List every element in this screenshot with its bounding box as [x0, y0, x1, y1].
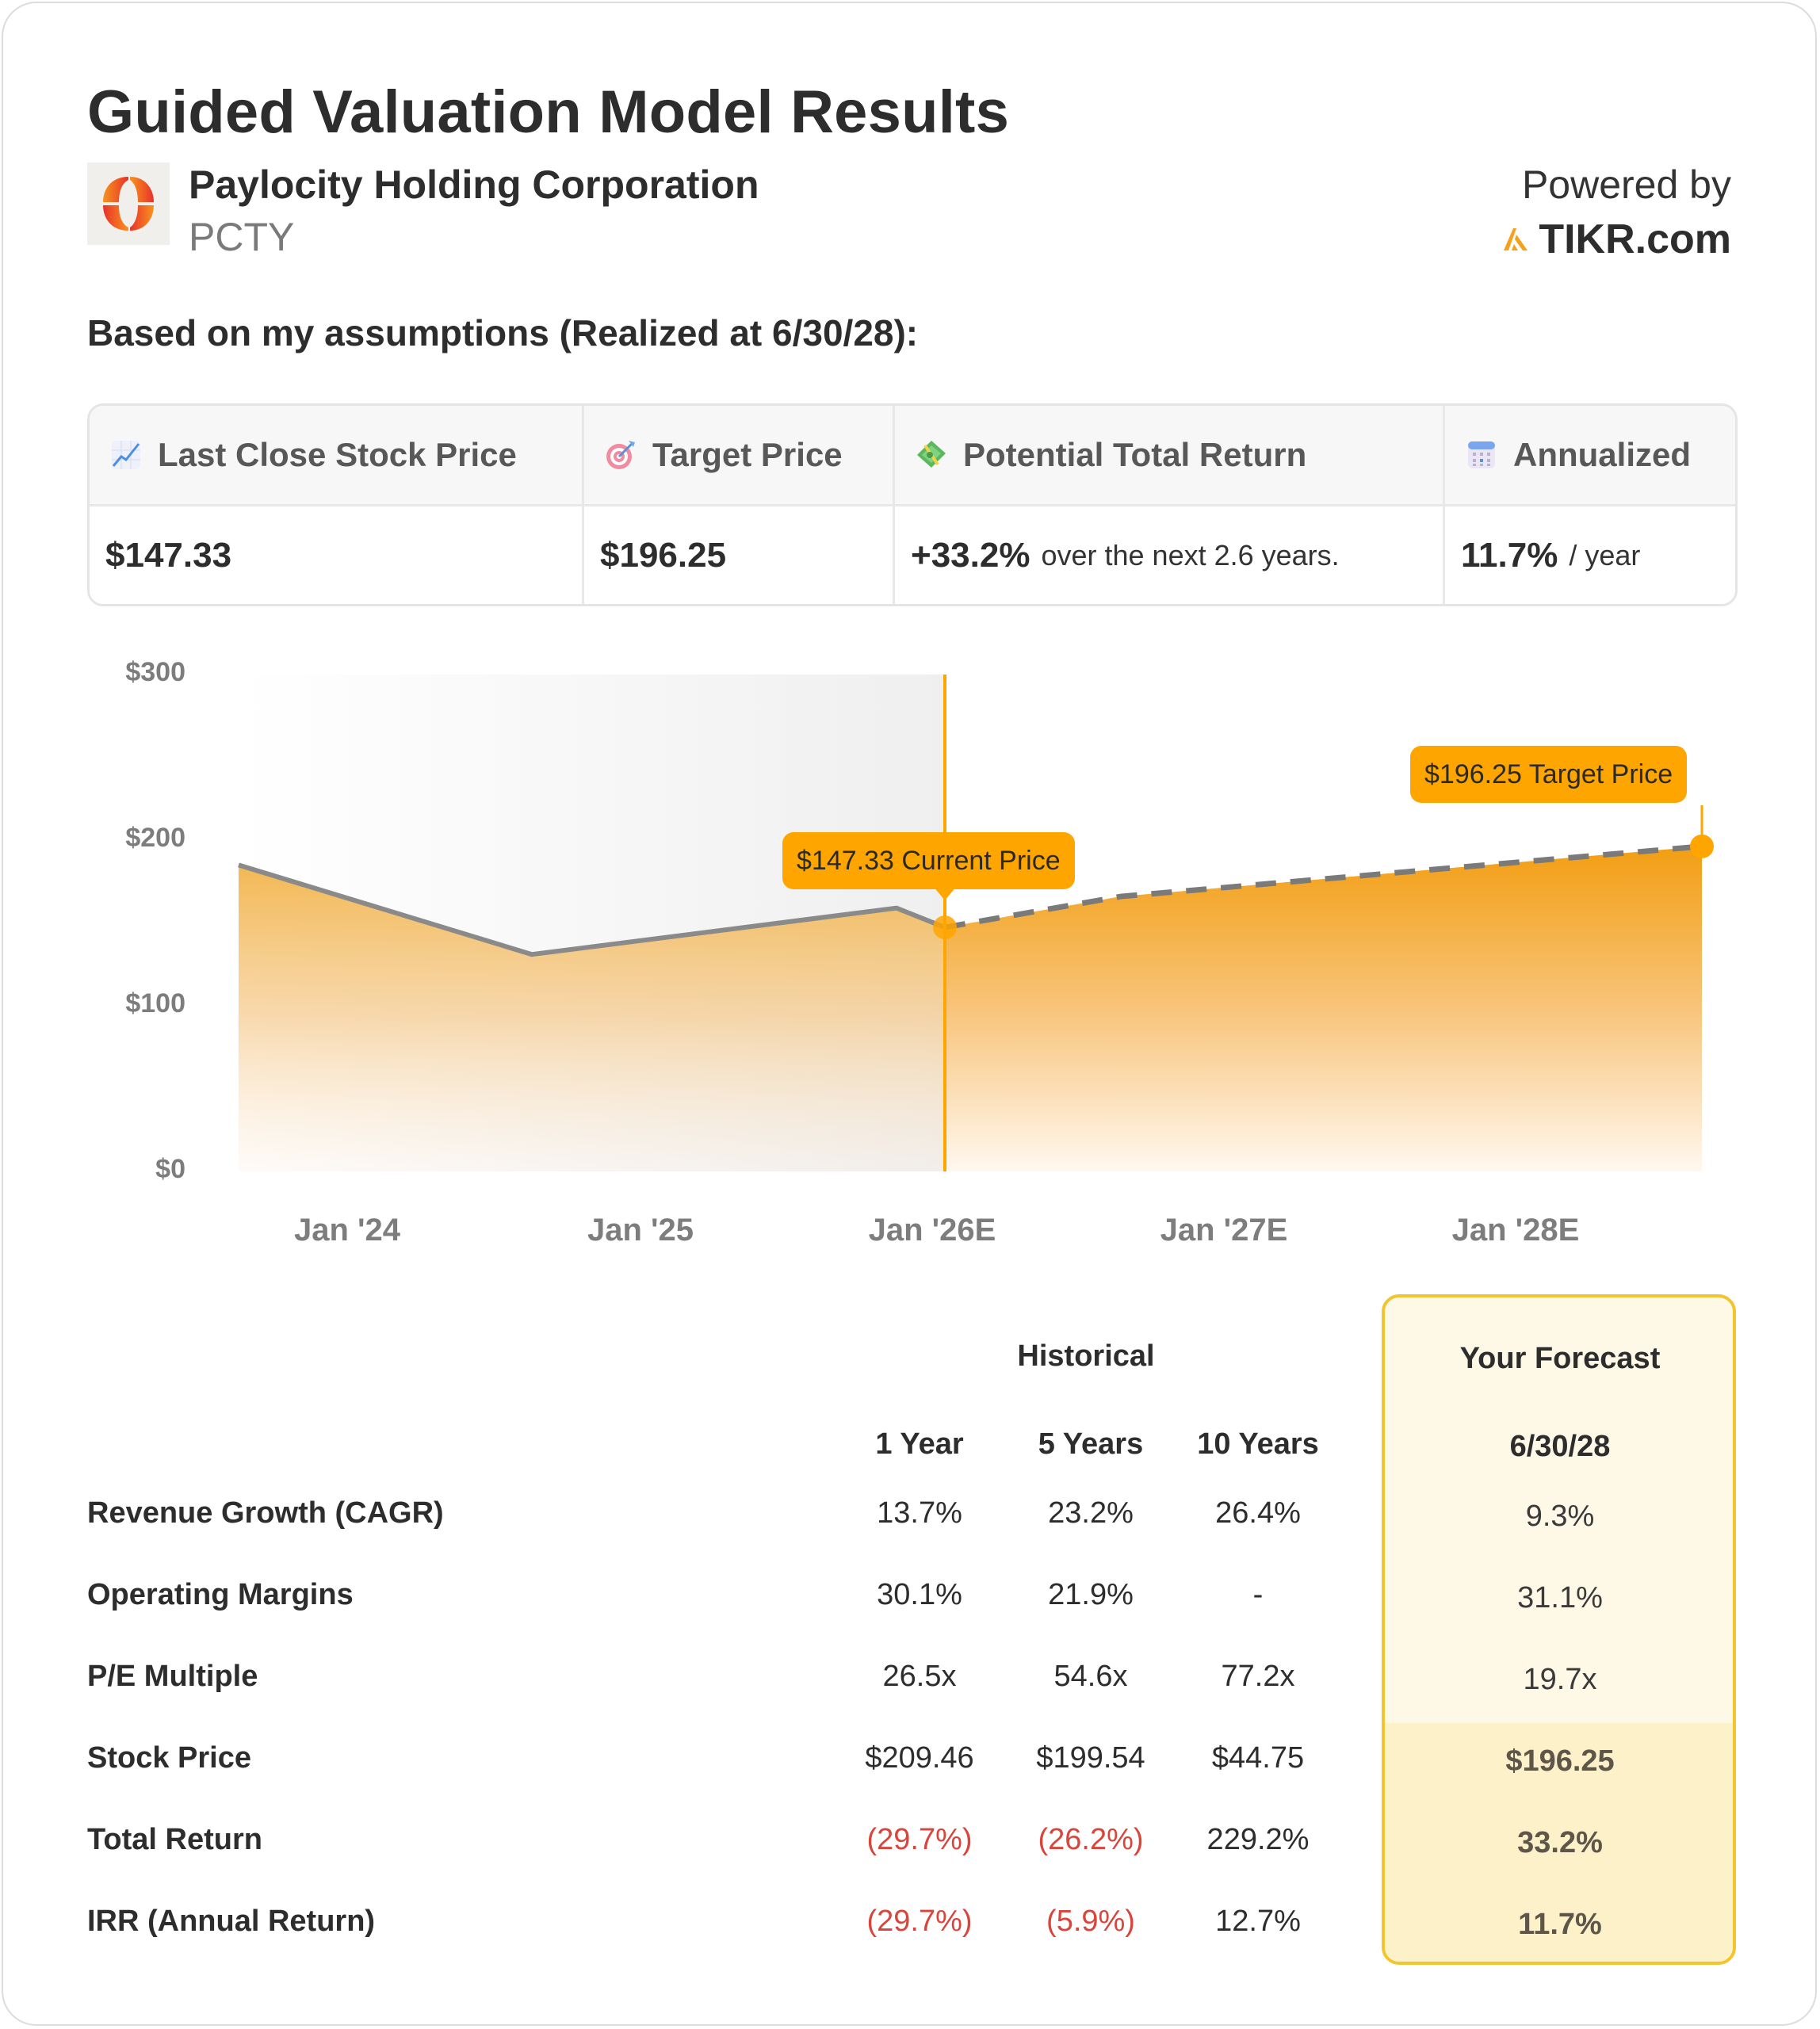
y-axis-tick-label: $200 — [125, 823, 185, 853]
x-axis-tick-label: Jan '27E — [1160, 1213, 1288, 1248]
metric-cell: (5.9%) — [1046, 1905, 1135, 1938]
summary-header-label: Potential Total Return — [963, 436, 1307, 473]
y-axis-tick-label: $100 — [125, 988, 185, 1018]
summary-header-annualized: Annualized — [1443, 406, 1735, 506]
value-text: $147.33 — [105, 535, 232, 575]
value-text: 11.7% — [1461, 535, 1558, 575]
forecast-cell: 33.2% — [1517, 1826, 1603, 1859]
tikr-logo-icon — [1504, 228, 1528, 250]
chart-increasing-icon — [112, 441, 140, 469]
forecast-area-fill — [945, 846, 1702, 1171]
tikr-brand-text: TIKR.com — [1539, 216, 1731, 262]
summary-header-target: Target Price — [582, 406, 893, 506]
x-axis-tick-label: Jan '25 — [587, 1213, 694, 1248]
metric-cell: 229.2% — [1206, 1823, 1310, 1856]
value-text: +33.2% — [911, 535, 1030, 575]
target-dart-icon — [606, 441, 635, 469]
historical-group-header: Historical — [1017, 1339, 1155, 1373]
value-suffix: over the next 2.6 years. — [1041, 538, 1340, 571]
summary-table: Last Close Stock Price Target Price Pote… — [87, 403, 1738, 606]
metric-cell: (29.7%) — [866, 1905, 973, 1938]
forecast-column-panel — [1382, 1294, 1736, 1965]
metric-cell: 77.2x — [1221, 1660, 1295, 1693]
money-with-wings-icon — [917, 441, 946, 468]
metric-cell: $44.75 — [1211, 1741, 1305, 1775]
metric-cell: 23.2% — [1048, 1496, 1134, 1530]
forecast-group-header: Your Forecast — [1459, 1342, 1661, 1375]
y-axis-tick-label: $0 — [155, 1154, 185, 1184]
historical-price-line — [238, 862, 946, 957]
annualized-value: 11.7% / year — [1443, 506, 1735, 604]
calendar-icon — [1468, 441, 1495, 468]
last-close-value: $147.33 — [90, 506, 582, 604]
metric-cell: 54.6x — [1053, 1660, 1128, 1693]
metric-row-label: Revenue Growth (CAGR) — [87, 1496, 444, 1530]
summary-header-label: Target Price — [652, 436, 843, 473]
metric-cell: - — [1252, 1578, 1264, 1611]
x-axis-tick-label: Jan '26E — [868, 1213, 996, 1248]
x-axis-tick-label: Jan '24 — [293, 1213, 401, 1248]
forecast-cell: 19.7x — [1523, 1663, 1597, 1696]
value-suffix: / year — [1569, 538, 1641, 571]
tikr-brand-link[interactable]: TIKR.com — [1504, 216, 1731, 263]
target-price-value: $196.25 — [582, 506, 893, 604]
metric-cell: (26.2%) — [1038, 1823, 1144, 1856]
price-chart: $300 $200 $100 $0 Jan '24 Jan '25 Jan '26E Jan… — [3, 637, 1820, 1271]
metric-row-label: Total Return — [87, 1823, 262, 1856]
summary-header-last-close: Last Close Stock Price — [90, 406, 582, 506]
total-return-value: +33.2% over the next 2.6 years. — [893, 506, 1443, 604]
company-name: Paylocity Holding Corporation — [189, 162, 759, 207]
assumptions-heading: Based on my assumptions (Realized at 6/3… — [87, 312, 919, 353]
metric-cell: 13.7% — [877, 1496, 962, 1530]
column-header: 10 Years — [1197, 1427, 1319, 1461]
value-text: $196.25 — [600, 535, 727, 575]
forecast-cell: $196.25 — [1505, 1744, 1615, 1778]
metric-cell: $209.46 — [865, 1741, 974, 1775]
metric-row-label: P/E Multiple — [87, 1660, 258, 1693]
historical-area-fill — [239, 865, 945, 1171]
metric-cell: 26.5x — [882, 1660, 957, 1693]
forecast-column-header: 6/30/28 — [1509, 1430, 1611, 1463]
summary-header-label: Last Close Stock Price — [158, 436, 517, 473]
ticker-symbol: PCTY — [189, 215, 295, 259]
metric-row-label: Stock Price — [87, 1741, 251, 1775]
paylocity-logo-icon — [103, 177, 154, 231]
x-axis-tick-label: Jan '28E — [1451, 1213, 1580, 1248]
metric-cell: 21.9% — [1048, 1578, 1134, 1611]
company-logo — [87, 162, 170, 245]
forecast-emphasis-band — [1385, 1723, 1733, 1962]
price-chart-plot — [238, 674, 1714, 1171]
powered-by-block: Powered by TIKR.com — [1504, 162, 1731, 263]
metric-cell: $199.54 — [1036, 1741, 1145, 1775]
summary-header-label: Annualized — [1513, 436, 1692, 473]
metric-cell: 26.4% — [1215, 1496, 1301, 1530]
column-header: 1 Year — [875, 1427, 964, 1461]
y-axis-tick-label: $300 — [125, 657, 185, 687]
summary-header-total-return: Potential Total Return — [893, 406, 1443, 506]
forecast-price-line — [944, 843, 1703, 930]
target-price-point — [1690, 834, 1714, 858]
forecast-cell: 31.1% — [1517, 1581, 1603, 1614]
current-price-callout: $147.33 Current Price — [782, 832, 1075, 889]
powered-by-label: Powered by — [1521, 162, 1731, 207]
forecast-cell: 9.3% — [1525, 1500, 1595, 1533]
target-price-callout: $196.25 Target Price — [1410, 746, 1688, 803]
metric-cell: 12.7% — [1215, 1905, 1301, 1938]
metric-row-label: Operating Margins — [87, 1578, 354, 1611]
metric-cell: 30.1% — [877, 1578, 962, 1611]
current-price-point — [933, 915, 957, 940]
column-header: 5 Years — [1038, 1427, 1144, 1461]
forecast-cell: 11.7% — [1518, 1908, 1602, 1941]
metric-cell: (29.7%) — [866, 1823, 973, 1856]
page-title: Guided Valuation Model Results — [87, 78, 1010, 146]
metric-row-label: IRR (Annual Return) — [87, 1905, 376, 1938]
